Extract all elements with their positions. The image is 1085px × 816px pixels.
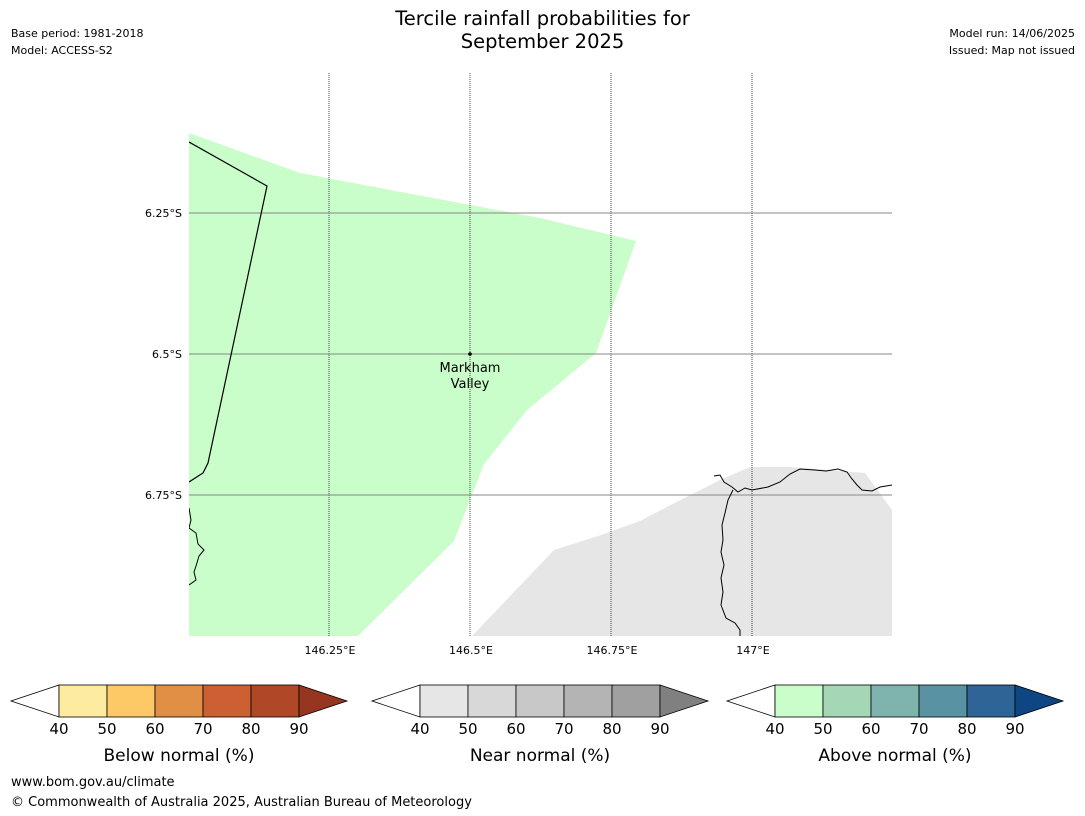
lon-label-146-75: 146.75°E bbox=[587, 644, 638, 657]
colorbar-over-triangle bbox=[1014, 684, 1065, 718]
place-name-line-2: Valley bbox=[451, 377, 490, 392]
header-left: Base period: 1981-2018 Model: ACCESS-S2 bbox=[11, 25, 143, 59]
colorbar-segment bbox=[154, 684, 204, 718]
base-period-text: Base period: 1981-2018 bbox=[11, 27, 144, 40]
lat-label-6-5: 6.5°S bbox=[152, 348, 182, 361]
colorbar-tick-label: 70 bbox=[909, 720, 928, 738]
colorbar-segment bbox=[58, 684, 108, 718]
place-marker[interactable] bbox=[468, 352, 472, 356]
colorbar-below-normal: 40 50 60 70 80 90 Below normal (%) bbox=[9, 684, 349, 766]
header-right: Model run: 14/06/2025 Issued: Map not is… bbox=[949, 25, 1075, 59]
colorbar-under-triangle bbox=[9, 684, 60, 718]
colorbar-tick-label: 40 bbox=[765, 720, 784, 738]
colorbar-under-triangle bbox=[370, 684, 421, 718]
near-normal-region bbox=[472, 467, 892, 636]
colorbar-segment bbox=[106, 684, 156, 718]
colorbar-segment bbox=[202, 684, 252, 718]
issued-text: Issued: Map not issued bbox=[948, 44, 1075, 57]
colorbar-tick-label: 90 bbox=[1005, 720, 1024, 738]
colorbar-tick-label: 60 bbox=[145, 720, 164, 738]
colorbar-segment bbox=[250, 684, 300, 718]
coastline-gulf bbox=[713, 468, 892, 493]
model-run-text: Model run: 14/06/2025 bbox=[949, 27, 1075, 40]
colorbar-label: Above normal (%) bbox=[818, 746, 971, 766]
colorbar-near-normal: 40 50 60 70 80 90 Near normal (%) bbox=[370, 684, 710, 766]
colorbar-segment bbox=[515, 684, 565, 718]
lat-label-6-25: 6.25°S bbox=[145, 207, 182, 220]
rainfall-map: 6.25°S 6.5°S 6.75°S 146.25°E 146.5°E 146… bbox=[145, 73, 892, 657]
above-normal-region bbox=[189, 133, 636, 636]
colorbar-label: Near normal (%) bbox=[470, 746, 610, 766]
colorbar-segment bbox=[774, 684, 824, 718]
colorbar-segment bbox=[966, 684, 1016, 718]
colorbar-over-triangle bbox=[298, 684, 349, 718]
colorbar-tick-label: 40 bbox=[410, 720, 429, 738]
model-text: Model: ACCESS-S2 bbox=[11, 44, 113, 57]
colorbar-segment bbox=[563, 684, 613, 718]
colorbar-tick-label: 80 bbox=[602, 720, 621, 738]
coastline-river bbox=[720, 489, 741, 636]
colorbar-above-normal: 40 50 60 70 80 90 Above normal (%) bbox=[725, 684, 1065, 766]
colorbar-segment bbox=[611, 684, 661, 718]
map-title: Tercile rainfall probabilities for Septe… bbox=[0, 7, 1085, 53]
coastline-west bbox=[189, 507, 205, 586]
colorbar-segment bbox=[822, 684, 872, 718]
footer-url[interactable]: www.bom.gov.au/climate bbox=[11, 775, 175, 790]
place-name-line-1: Markham bbox=[440, 361, 501, 376]
footer-copyright: © Commonwealth of Australia 2025, Austra… bbox=[11, 795, 472, 810]
colorbar-under-triangle bbox=[725, 684, 776, 718]
border-line bbox=[189, 141, 268, 483]
colorbar-tick-label: 70 bbox=[193, 720, 212, 738]
colorbar-tick-label: 40 bbox=[49, 720, 68, 738]
colorbar-tick-label: 80 bbox=[241, 720, 260, 738]
colorbar-tick-label: 80 bbox=[957, 720, 976, 738]
colorbar-tick-label: 60 bbox=[861, 720, 880, 738]
colorbar-tick-label: 90 bbox=[650, 720, 669, 738]
colorbar-tick-label: 60 bbox=[506, 720, 525, 738]
lon-label-147: 147°E bbox=[736, 644, 769, 657]
colorbar-tick-label: 50 bbox=[813, 720, 832, 738]
lon-label-146-25: 146.25°E bbox=[305, 644, 356, 657]
colorbar-legend: 40 50 60 70 80 90 Below normal (%) 40 50 60 70 80 9… bbox=[9, 684, 1065, 766]
colorbar-segment bbox=[918, 684, 968, 718]
footer: www.bom.gov.au/climate © Commonwealth of… bbox=[11, 773, 472, 813]
title-line-2: September 2025 bbox=[460, 30, 625, 53]
colorbar-tick-label: 90 bbox=[289, 720, 308, 738]
colorbar-tick-label: 50 bbox=[97, 720, 116, 738]
lon-label-146-5: 146.5°E bbox=[449, 644, 493, 657]
colorbar-label: Below normal (%) bbox=[104, 746, 255, 766]
colorbar-over-triangle bbox=[659, 684, 710, 718]
colorbar-tick-label: 50 bbox=[458, 720, 477, 738]
title-line-1: Tercile rainfall probabilities for bbox=[395, 7, 690, 30]
colorbar-tick-label: 70 bbox=[554, 720, 573, 738]
colorbar-segment bbox=[870, 684, 920, 718]
lat-label-6-75: 6.75°S bbox=[145, 489, 182, 502]
colorbar-segment bbox=[419, 684, 469, 718]
colorbar-segment bbox=[467, 684, 517, 718]
